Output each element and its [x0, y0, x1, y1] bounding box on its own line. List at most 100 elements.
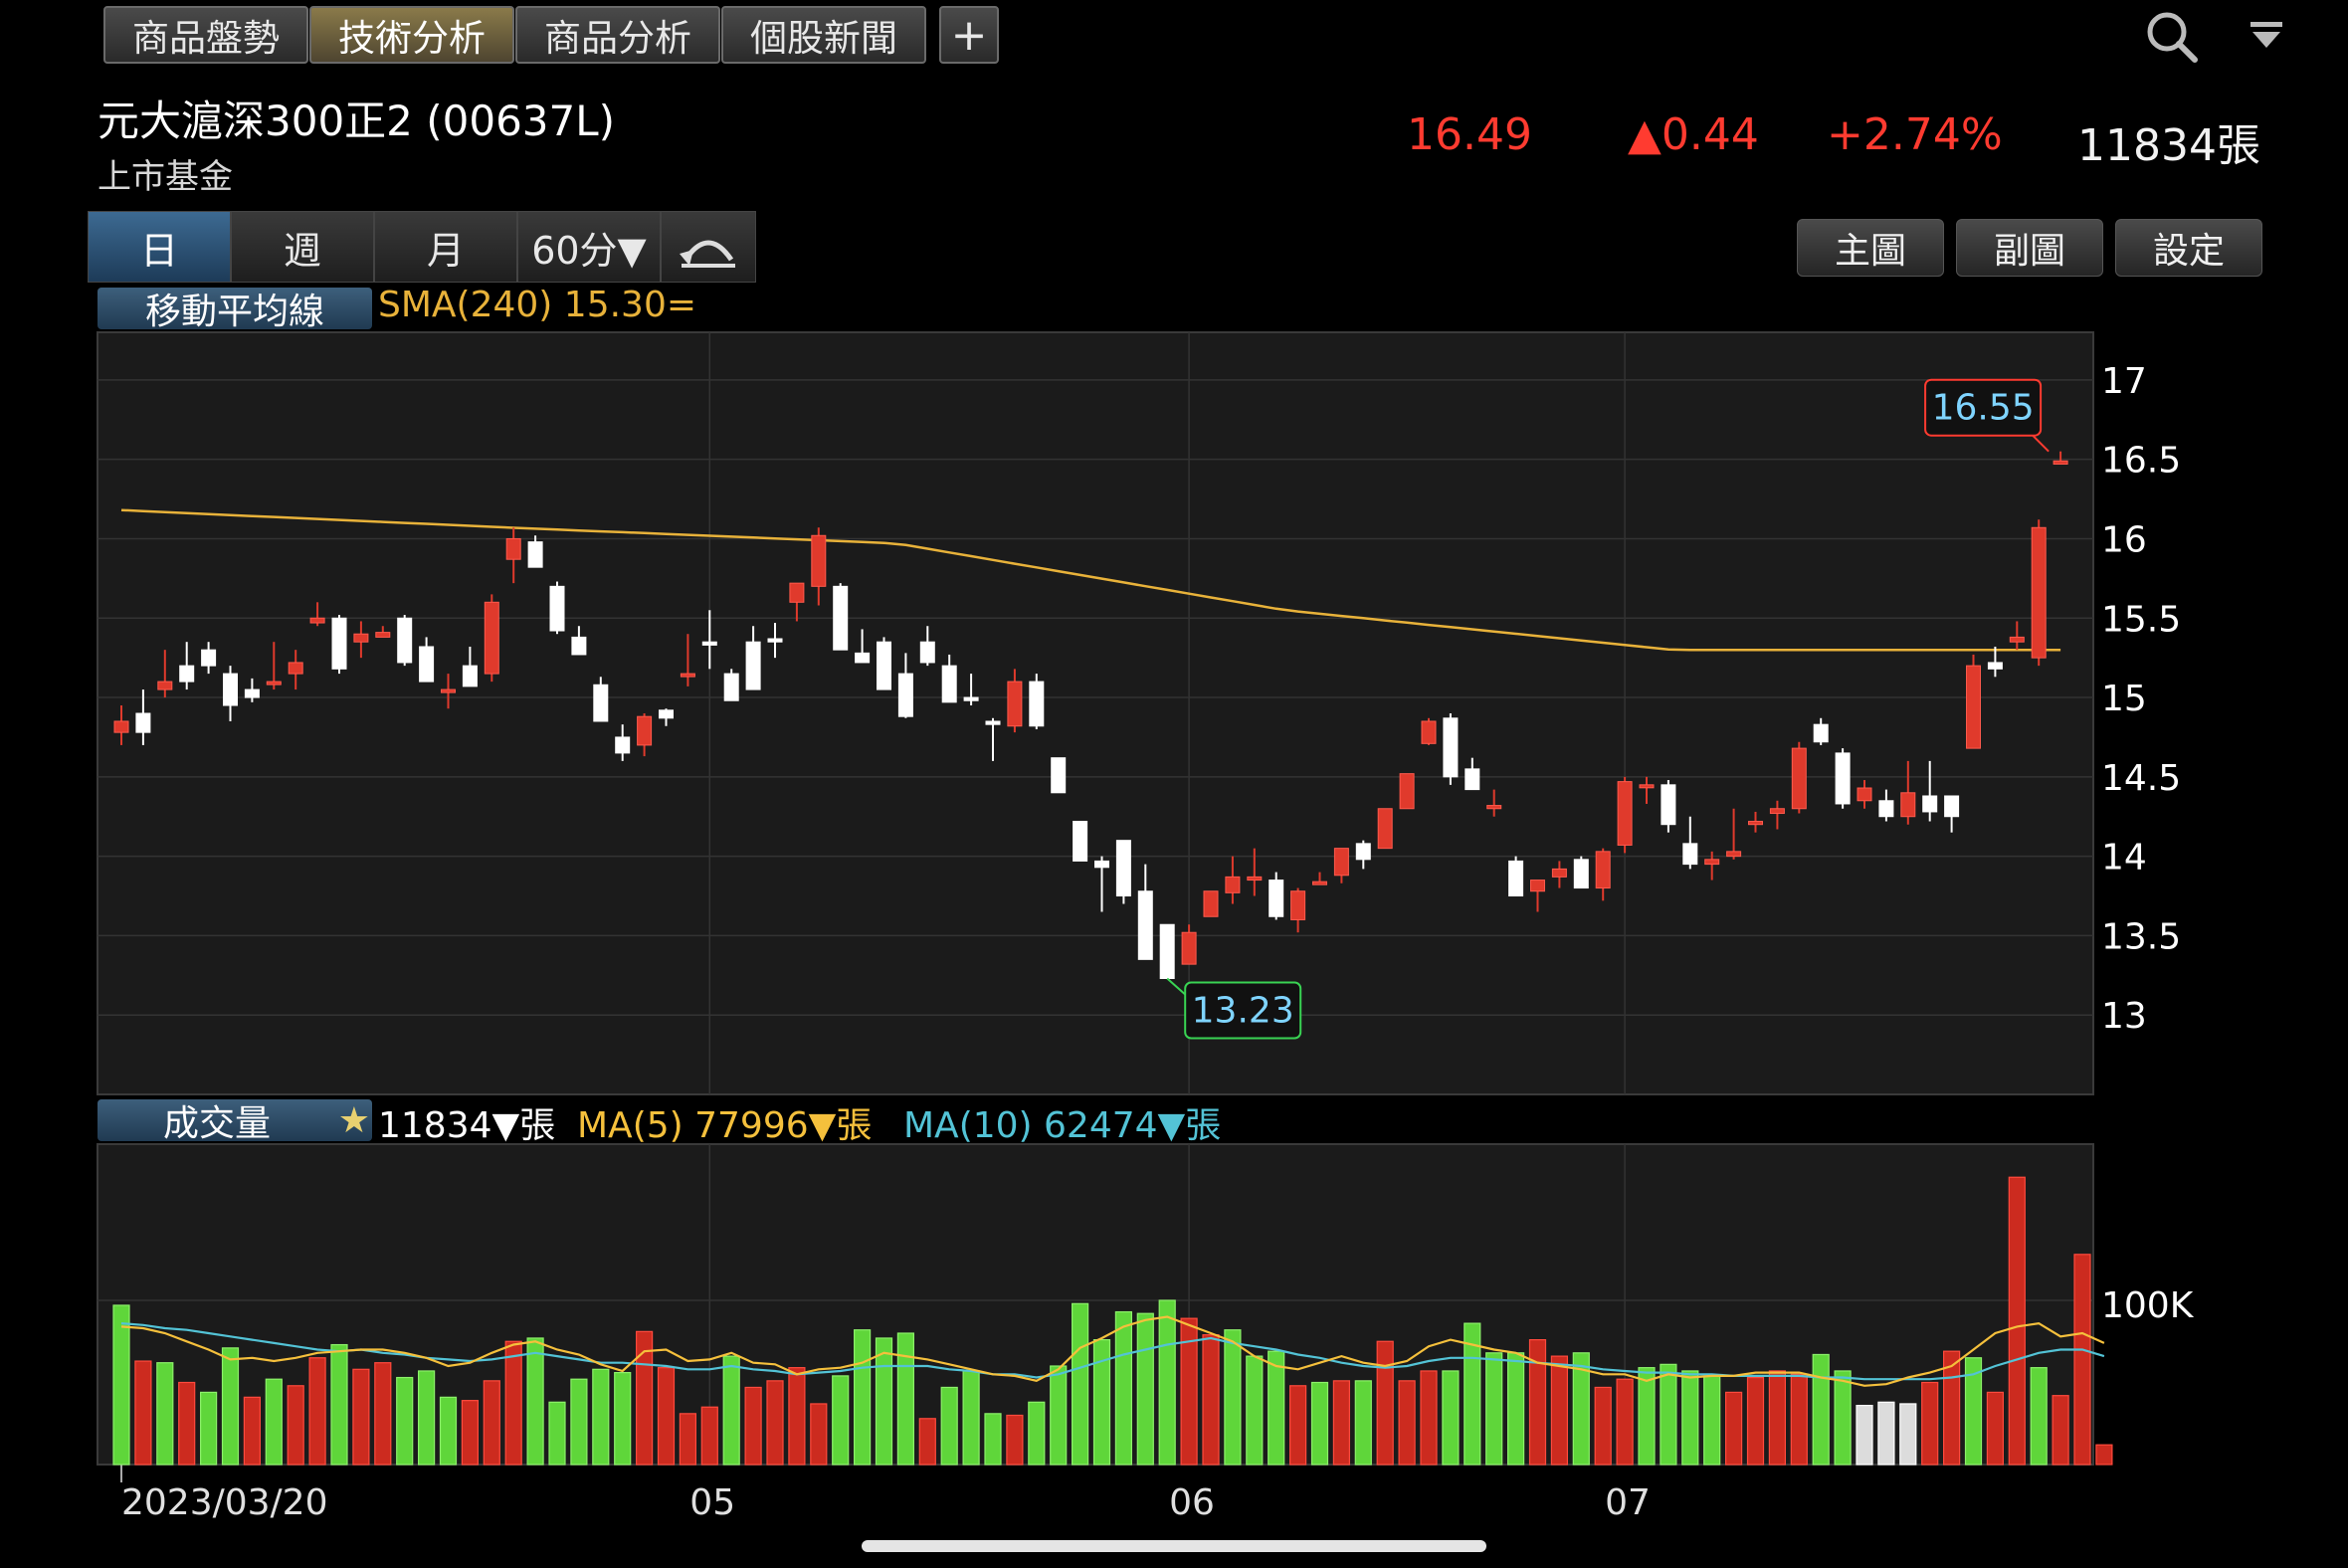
period-60min[interactable]: 60分▼: [517, 211, 661, 283]
candle-body: [877, 641, 891, 690]
price-tick-label: 14.5: [2101, 758, 2181, 799]
price-tick-label: 16.5: [2101, 441, 2181, 482]
candle-body: [1769, 808, 1785, 815]
volume-bar: [1856, 1404, 1873, 1466]
volume-indicator-tag[interactable]: 成交量 ★: [98, 1099, 372, 1144]
undo-arrow-icon: [680, 240, 735, 268]
volume-bar: [592, 1368, 610, 1466]
volume-bar: [1506, 1352, 1525, 1466]
volume-bar: [700, 1406, 718, 1466]
candle-body: [1704, 859, 1720, 866]
volume-bar: [810, 1403, 828, 1466]
candle-body: [1247, 876, 1263, 882]
candle-body: [571, 636, 587, 656]
price-panel: [97, 331, 2094, 1095]
price-change: ▲0.44: [1628, 109, 1759, 160]
volume-bar: [1071, 1302, 1089, 1466]
volume-bar: [1136, 1312, 1154, 1466]
main-chart-button[interactable]: 主圖: [1797, 219, 1944, 277]
volume-bar: [875, 1337, 893, 1466]
volume-bar: [918, 1418, 936, 1466]
trade-volume: 11834張: [2077, 120, 2260, 171]
volume-bar: [832, 1375, 850, 1466]
candle-body: [2009, 636, 2025, 643]
volume-bar: [1050, 1365, 1068, 1466]
tab-technical-analysis[interactable]: 技術分析: [309, 6, 514, 64]
volume-bar: [504, 1340, 522, 1466]
price-tick-label: 17: [2101, 361, 2147, 402]
volume-bar: [1834, 1370, 1852, 1466]
volume-bar: [1006, 1414, 1024, 1466]
ma10-value: MA(10) 62474▼張: [903, 1105, 1222, 1146]
candle-body: [1181, 931, 1197, 965]
volume-bar: [1942, 1350, 1961, 1466]
volume-bar: [1528, 1338, 1547, 1466]
candle-body: [855, 652, 871, 664]
volume-bar: [418, 1370, 436, 1466]
volume-bar: [1092, 1338, 1111, 1466]
sub-chart-button[interactable]: 副圖: [1956, 219, 2103, 277]
volume-bar: [766, 1380, 784, 1466]
volume-bar: [1114, 1310, 1133, 1466]
candle-body: [2031, 526, 2047, 659]
period-day[interactable]: 日: [88, 211, 231, 283]
volume-bar: [1332, 1380, 1351, 1466]
volume-bar: [1681, 1370, 1699, 1466]
volume-bar: [439, 1396, 458, 1466]
candle-body: [1399, 773, 1415, 810]
candle-body: [723, 673, 739, 701]
candle-body: [441, 688, 456, 693]
settings-button[interactable]: 設定: [2115, 219, 2262, 277]
volume-bar: [352, 1368, 370, 1466]
volume-bar: [1398, 1380, 1416, 1466]
star-icon: ★: [337, 1099, 370, 1141]
period-week[interactable]: 週: [231, 211, 374, 283]
candle-body: [1377, 808, 1393, 850]
last-price: 16.49: [1407, 109, 1532, 160]
volume-bar: [657, 1367, 676, 1466]
candle-body: [767, 638, 783, 643]
volume-bar: [156, 1362, 174, 1466]
volume-bar: [788, 1367, 806, 1466]
reset-zoom-button[interactable]: [661, 211, 756, 283]
volume-bar: [1246, 1355, 1264, 1466]
high-price-label: 16.55: [1932, 388, 2035, 429]
volume-bar: [984, 1413, 1002, 1466]
add-tab-button[interactable]: +: [939, 6, 999, 64]
price-tick-label: 15: [2101, 679, 2147, 719]
volume-bar: [1790, 1373, 1808, 1466]
volume-bar: [1310, 1381, 1329, 1466]
search-icon[interactable]: [2143, 8, 2201, 66]
sma-value: SMA(240) 15.30=: [378, 285, 697, 325]
volume-bar: [722, 1355, 740, 1466]
top-tab-bar: 商品盤勢 技術分析 商品分析 個股新聞 +: [103, 6, 1000, 64]
tab-market[interactable]: 商品盤勢: [103, 6, 308, 64]
volume-bar: [1420, 1370, 1438, 1466]
period-month[interactable]: 月: [374, 211, 517, 283]
candle-body: [1443, 717, 1459, 778]
candle-body: [1922, 795, 1938, 813]
volume-bar: [1986, 1391, 2005, 1466]
home-indicator[interactable]: [862, 1540, 1486, 1552]
low-price-label: 13.23: [1192, 991, 1294, 1032]
candle-body: [1094, 860, 1109, 869]
candle-body: [701, 641, 717, 646]
price-tick-label: 13.5: [2101, 916, 2181, 957]
candle-body: [1007, 681, 1023, 727]
volume-bar: [1964, 1357, 1983, 1466]
volume-bar: [178, 1381, 196, 1466]
candle-body: [1551, 868, 1567, 878]
candle-body: [1944, 795, 1960, 818]
tab-product-analysis[interactable]: 商品分析: [515, 6, 720, 64]
price-tick-label: 15.5: [2101, 599, 2181, 640]
top-icons: [2143, 8, 2288, 66]
candle-body: [309, 617, 325, 624]
ma-indicator-tag[interactable]: 移動平均線: [98, 288, 372, 332]
dropdown-menu-icon[interactable]: [2245, 8, 2288, 66]
stock-name: 元大滬深300正2 (00637L): [98, 97, 616, 145]
tab-stock-news[interactable]: 個股新聞: [721, 6, 926, 64]
price-tick-label: 13: [2101, 996, 2147, 1037]
candle-body: [549, 585, 565, 632]
volume-bar: [134, 1360, 152, 1466]
